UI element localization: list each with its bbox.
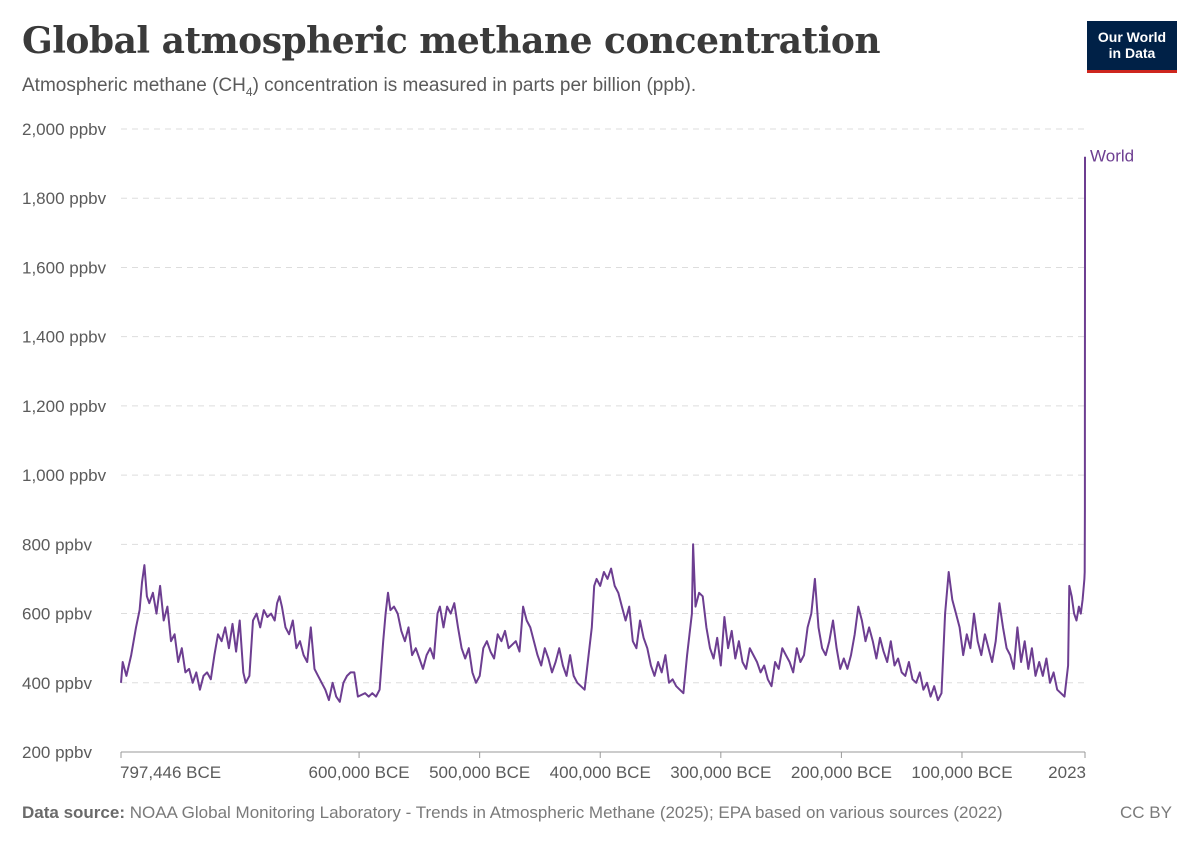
series-label-world: World (1090, 147, 1134, 166)
data-source-footer: Data source: NOAA Global Monitoring Labo… (22, 803, 1003, 823)
x-tick-label: 500,000 BCE (429, 763, 530, 782)
our-world-in-data-logo[interactable]: Our World in Data (1087, 21, 1177, 73)
x-tick-label: 797,446 BCE (120, 763, 221, 782)
y-tick-label: 1,800 ppbv (22, 189, 107, 208)
y-tick-label: 400 ppbv (22, 674, 92, 693)
x-tick-label: 600,000 BCE (309, 763, 410, 782)
y-tick-label: 1,200 ppbv (22, 397, 107, 416)
x-tick-label: 2023 (1048, 763, 1086, 782)
chart-title: Global atmospheric methane concentration (22, 20, 881, 62)
subtitle-text-end: ) concentration is measured in parts per… (252, 75, 697, 96)
y-tick-label: 1,400 ppbv (22, 328, 107, 347)
logo-line-1: Our World (1097, 29, 1167, 45)
subtitle-text-start: Atmospheric methane (CH (22, 75, 246, 96)
series-line-world[interactable] (120, 156, 1086, 703)
x-tick-label: 100,000 BCE (911, 763, 1012, 782)
chart-subtitle: Atmospheric methane (CH4) concentration … (22, 75, 696, 99)
data-source-text[interactable]: NOAA Global Monitoring Laboratory - Tren… (129, 803, 1003, 822)
chart-gridlines (121, 128, 1085, 684)
y-tick-label: 600 ppbv (22, 605, 92, 624)
x-tick-label: 300,000 BCE (670, 763, 771, 782)
license-label[interactable]: CC BY (1120, 803, 1172, 822)
methane-line-chart: 200 ppbv 400 ppbv 600 ppbv 800 ppbv 1,000 pp… (22, 120, 1134, 782)
y-tick-label: 1,600 ppbv (22, 258, 107, 277)
y-tick-label: 800 ppbv (22, 535, 92, 554)
data-source-label: Data source: (22, 803, 125, 822)
subtitle-subscript: 4 (245, 84, 253, 99)
y-tick-label: 2,000 ppbv (22, 120, 107, 139)
logo-line-2: in Data (1108, 45, 1156, 61)
y-axis-tick-labels: 200 ppbv 400 ppbv 600 ppbv 800 ppbv 1,000 pp… (22, 120, 107, 762)
chart-series[interactable]: World (120, 147, 1134, 703)
x-tick-label: 400,000 BCE (550, 763, 651, 782)
x-axis: 797,446 BCE 600,000 BCE 500,000 BCE 400,000… (120, 751, 1086, 782)
y-tick-label: 200 ppbv (22, 743, 92, 762)
y-tick-label: 1,000 ppbv (22, 466, 107, 485)
x-tick-label: 200,000 BCE (791, 763, 892, 782)
